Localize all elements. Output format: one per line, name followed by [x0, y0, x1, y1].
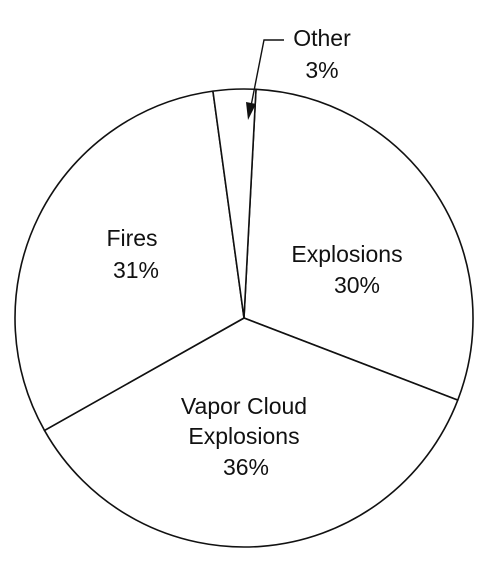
slice-value-fires: 31%	[113, 257, 159, 283]
pie-slice-other	[212, 88, 257, 319]
other-callout-arrow	[246, 39, 284, 120]
slice-label-other: Other	[293, 25, 351, 51]
slice-label-vapor-cloud-line2: Explosions	[188, 423, 299, 449]
pie-slice-vapor-cloud-explosions	[43, 317, 459, 548]
slice-label-fires: Fires	[106, 225, 157, 251]
pie-labels: Explosions 30% Vapor Cloud Explosions 36…	[106, 25, 402, 480]
other-callout-line	[250, 39, 284, 107]
pie-slice-fires	[14, 90, 245, 432]
slice-value-other: 3%	[305, 57, 338, 83]
other-callout-arrowhead	[246, 102, 256, 120]
pie-slice-explosions	[243, 88, 474, 401]
slice-label-explosions: Explosions	[291, 241, 402, 267]
slice-value-vapor-cloud: 36%	[223, 454, 269, 480]
pie-slices	[14, 88, 474, 548]
slice-label-vapor-cloud-line1: Vapor Cloud	[181, 393, 307, 419]
slice-value-explosions: 30%	[334, 272, 380, 298]
